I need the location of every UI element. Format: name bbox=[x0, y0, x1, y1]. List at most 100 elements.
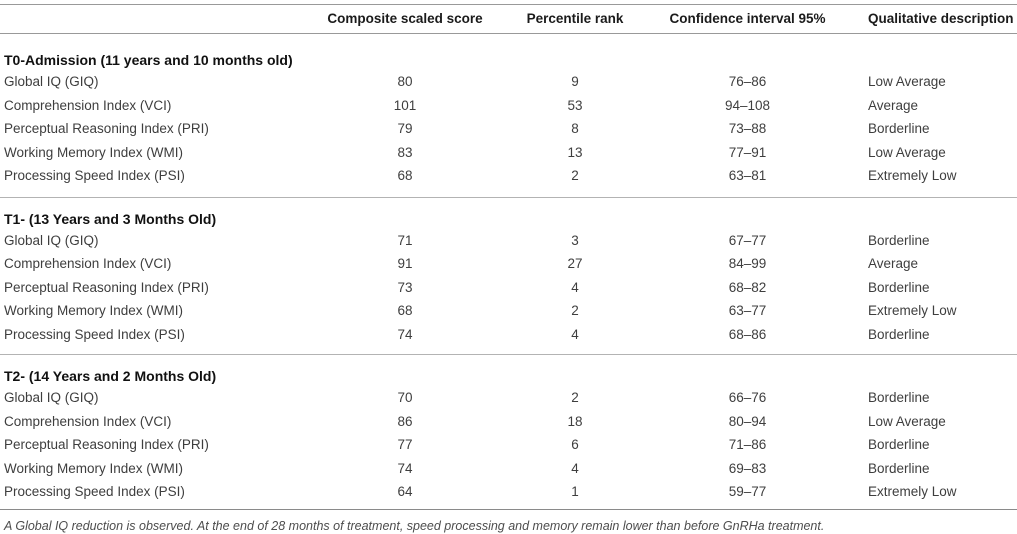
table-footnote: A Global IQ reduction is observed. At th… bbox=[4, 518, 825, 533]
cell-confidence-interval-95: 63–81 bbox=[728, 168, 767, 184]
table-row: Global IQ (GIQ) 71 3 67–77 Borderline bbox=[0, 229, 1017, 253]
table-section: T0-Admission (11 years and 10 months old… bbox=[0, 34, 1017, 198]
cell-composite-scaled-score: 70 bbox=[397, 390, 413, 406]
section-header: T2- (14 Years and 2 Months Old) bbox=[0, 354, 1017, 386]
cell-percentile-rank: 4 bbox=[571, 460, 579, 476]
cell-label: Global IQ (GIQ) bbox=[4, 74, 99, 90]
cell-percentile-rank: 4 bbox=[571, 326, 579, 342]
cell-composite-scaled-score: 71 bbox=[397, 232, 413, 248]
cell-label: Processing Speed Index (PSI) bbox=[4, 326, 185, 342]
cell-confidence-interval-95: 76–86 bbox=[728, 74, 767, 90]
section-header-row: T1- (13 Years and 3 Months Old) bbox=[0, 196, 1017, 229]
column-header-composite-scaled-score: Composite scaled score bbox=[325, 4, 485, 34]
cell-percentile-rank: 2 bbox=[571, 390, 579, 406]
column-header-empty bbox=[0, 4, 325, 34]
cell-label: Perceptual Reasoning Index (PRI) bbox=[4, 437, 209, 453]
table-section: T1- (13 Years and 3 Months Old) Global IQ… bbox=[0, 196, 1017, 355]
cell-composite-scaled-score: 68 bbox=[397, 303, 413, 319]
cell-qualitative-description: Low Average bbox=[868, 144, 946, 160]
table-row: Global IQ (GIQ) 80 9 76–86 Low Average bbox=[0, 70, 1017, 94]
cell-qualitative-description: Extremely Low bbox=[868, 168, 957, 184]
table-row: Comprehension Index (VCI) 101 53 94–108 Aver… bbox=[0, 94, 1017, 118]
column-header-percentile-rank: Percentile rank bbox=[485, 4, 665, 34]
table-row: Working Memory Index (WMI) 83 13 77–91 Low A… bbox=[0, 141, 1017, 165]
table-row: Processing Speed Index (PSI) 68 2 63–81 Extr… bbox=[0, 164, 1017, 197]
cell-confidence-interval-95: 63–77 bbox=[728, 303, 767, 319]
table-section: T2- (14 Years and 2 Months Old) Global IQ… bbox=[0, 354, 1017, 509]
table-row: Perceptual Reasoning Index (PRI) 73 4 68–82… bbox=[0, 276, 1017, 300]
cell-qualitative-description: Borderline bbox=[868, 279, 930, 295]
cell-label: Processing Speed Index (PSI) bbox=[4, 484, 185, 500]
cell-label: Global IQ (GIQ) bbox=[4, 232, 99, 248]
cell-composite-scaled-score: 83 bbox=[397, 144, 413, 160]
cell-label: Comprehension Index (VCI) bbox=[4, 413, 172, 429]
section-header-row: T2- (14 Years and 2 Months Old) bbox=[0, 354, 1017, 386]
table-header-row: Composite scaled score Percentile rank C… bbox=[0, 4, 1017, 34]
cell-qualitative-description: Low Average bbox=[868, 413, 946, 429]
cell-confidence-interval-95: 59–77 bbox=[728, 484, 767, 500]
cell-qualitative-description: Average bbox=[868, 256, 919, 272]
cell-qualitative-description: Borderline bbox=[868, 121, 930, 137]
cell-confidence-interval-95: 77–91 bbox=[728, 144, 767, 160]
cell-composite-scaled-score: 77 bbox=[397, 437, 413, 453]
cell-qualitative-description: Extremely Low bbox=[868, 303, 957, 319]
cell-composite-scaled-score: 80 bbox=[397, 74, 413, 90]
cell-percentile-rank: 3 bbox=[571, 232, 579, 248]
cell-percentile-rank: 18 bbox=[567, 413, 583, 429]
cell-qualitative-description: Borderline bbox=[868, 232, 930, 248]
cell-label: Working Memory Index (WMI) bbox=[4, 144, 184, 160]
cell-composite-scaled-score: 79 bbox=[397, 121, 413, 137]
column-header-qualitative-description: Qualitative description bbox=[830, 4, 1017, 34]
cell-composite-scaled-score: 74 bbox=[397, 326, 413, 342]
table-row: Working Memory Index (WMI) 68 2 63–77 Extrem… bbox=[0, 299, 1017, 323]
cell-confidence-interval-95: 71–86 bbox=[728, 437, 767, 453]
cell-percentile-rank: 4 bbox=[571, 279, 579, 295]
table-row: Perceptual Reasoning Index (PRI) 77 6 71–86… bbox=[0, 433, 1017, 457]
cell-percentile-rank: 1 bbox=[571, 484, 579, 500]
section-header: T1- (13 Years and 3 Months Old) bbox=[0, 196, 1017, 229]
cell-percentile-rank: 2 bbox=[571, 168, 579, 184]
cell-composite-scaled-score: 73 bbox=[397, 279, 413, 295]
cell-composite-scaled-score: 74 bbox=[397, 460, 413, 476]
cell-qualitative-description: Extremely Low bbox=[868, 484, 957, 500]
cell-confidence-interval-95: 80–94 bbox=[728, 413, 767, 429]
table-row: Working Memory Index (WMI) 74 4 69–83 Border… bbox=[0, 457, 1017, 481]
wisc-scores-table: Composite scaled score Percentile rank C… bbox=[0, 4, 1017, 510]
cell-confidence-interval-95: 94–108 bbox=[724, 97, 771, 113]
cell-label: Perceptual Reasoning Index (PRI) bbox=[4, 279, 209, 295]
cell-qualitative-description: Borderline bbox=[868, 390, 930, 406]
cell-confidence-interval-95: 68–82 bbox=[728, 279, 767, 295]
cell-label: Working Memory Index (WMI) bbox=[4, 303, 184, 319]
cell-confidence-interval-95: 68–86 bbox=[728, 326, 767, 342]
cell-qualitative-description: Borderline bbox=[868, 460, 930, 476]
cell-confidence-interval-95: 73–88 bbox=[728, 121, 767, 137]
cell-qualitative-description: Low Average bbox=[868, 74, 946, 90]
cell-confidence-interval-95: 66–76 bbox=[728, 390, 767, 406]
column-header-confidence-interval: Confidence interval 95% bbox=[665, 4, 830, 34]
cell-percentile-rank: 53 bbox=[567, 97, 583, 113]
cell-label: Working Memory Index (WMI) bbox=[4, 460, 184, 476]
cell-label: Comprehension Index (VCI) bbox=[4, 256, 172, 272]
cell-label: Processing Speed Index (PSI) bbox=[4, 168, 185, 184]
cell-composite-scaled-score: 86 bbox=[397, 413, 413, 429]
cell-percentile-rank: 8 bbox=[571, 121, 579, 137]
table-row: Comprehension Index (VCI) 86 18 80–94 Low Av… bbox=[0, 410, 1017, 434]
cell-percentile-rank: 13 bbox=[567, 144, 583, 160]
cell-qualitative-description: Average bbox=[868, 97, 919, 113]
cell-label: Global IQ (GIQ) bbox=[4, 390, 99, 406]
table-header: Composite scaled score Percentile rank C… bbox=[0, 4, 1017, 34]
cell-percentile-rank: 6 bbox=[571, 437, 579, 453]
cell-composite-scaled-score: 68 bbox=[397, 168, 413, 184]
cell-composite-scaled-score: 101 bbox=[393, 97, 417, 113]
cell-confidence-interval-95: 84–99 bbox=[728, 256, 767, 272]
section-header-row: T0-Admission (11 years and 10 months old… bbox=[0, 34, 1017, 71]
cell-confidence-interval-95: 69–83 bbox=[728, 460, 767, 476]
table-row: Processing Speed Index (PSI) 74 4 68–86 Bord… bbox=[0, 323, 1017, 355]
cell-label: Comprehension Index (VCI) bbox=[4, 97, 172, 113]
cell-label: Perceptual Reasoning Index (PRI) bbox=[4, 121, 209, 137]
table-row: Perceptual Reasoning Index (PRI) 79 8 73–88… bbox=[0, 117, 1017, 141]
cell-qualitative-description: Borderline bbox=[868, 437, 930, 453]
section-header: T0-Admission (11 years and 10 months old… bbox=[4, 52, 293, 68]
cell-percentile-rank: 9 bbox=[571, 74, 579, 90]
